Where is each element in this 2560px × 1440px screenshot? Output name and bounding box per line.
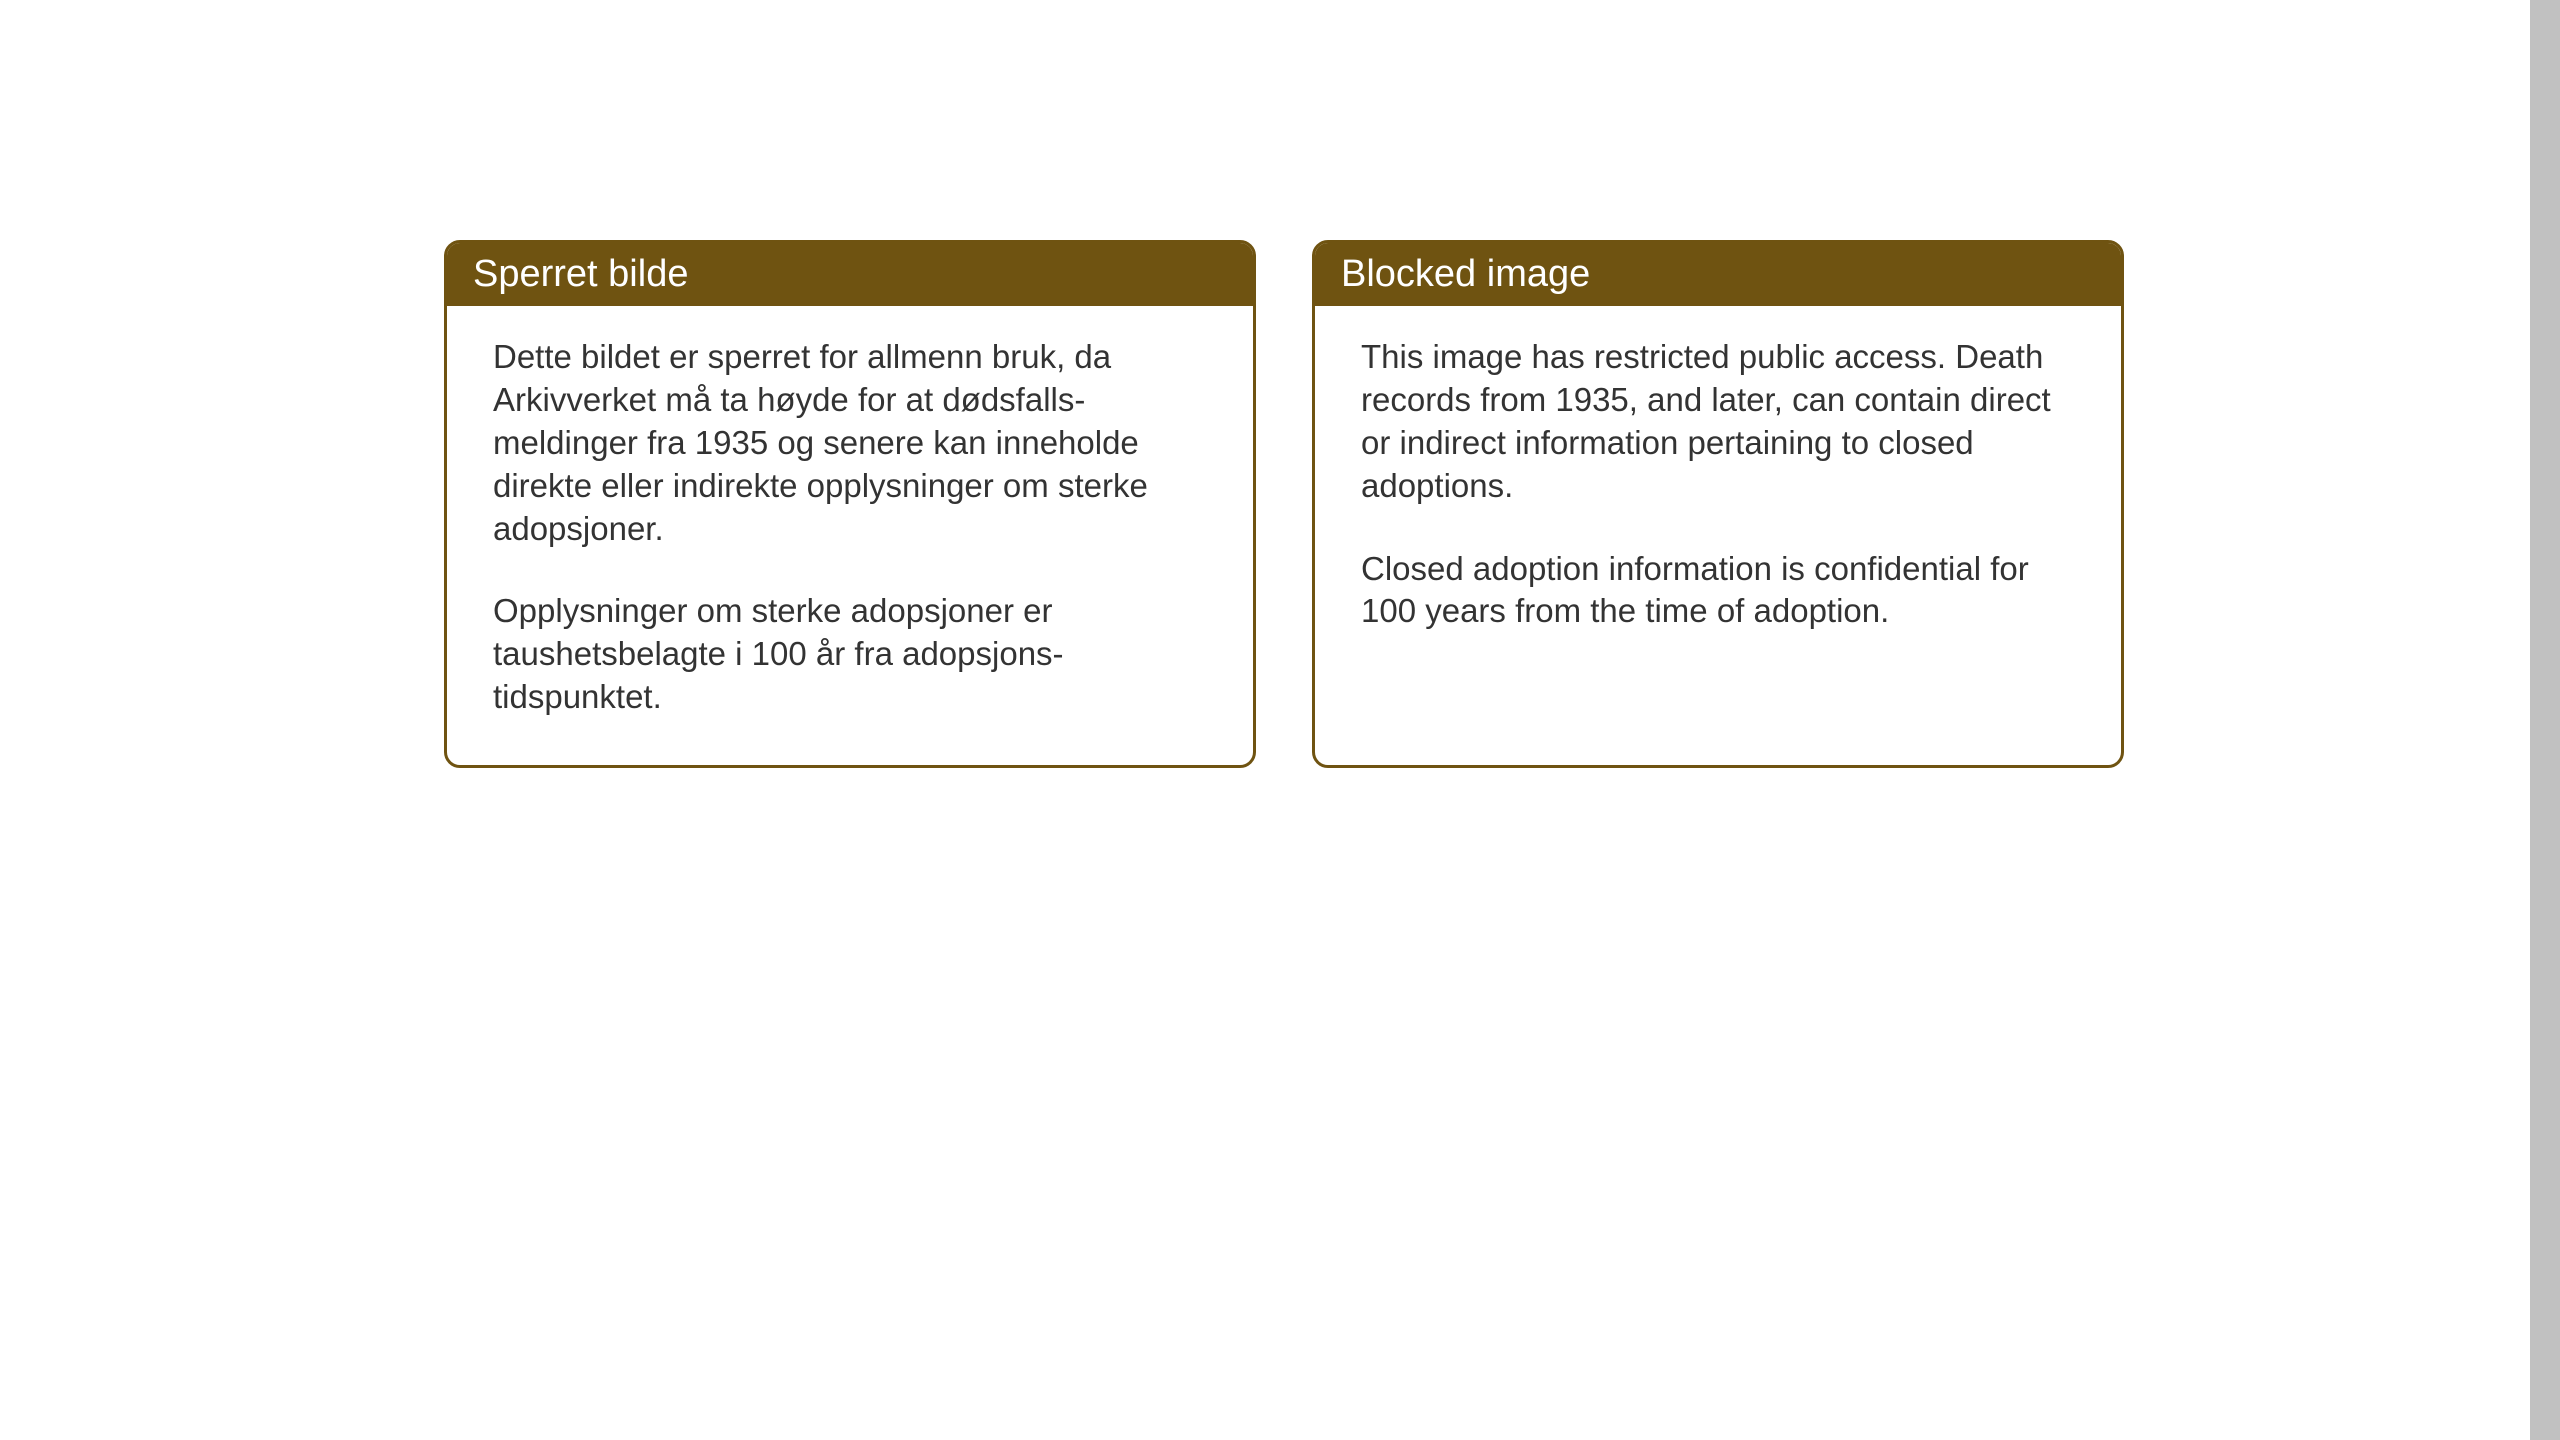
scrollbar-track[interactable] xyxy=(2530,0,2560,1440)
notice-body-norwegian: Dette bildet er sperret for allmenn bruk… xyxy=(447,306,1253,765)
notice-header-norwegian: Sperret bilde xyxy=(447,243,1253,306)
scrollbar-thumb[interactable] xyxy=(2530,0,2560,1440)
notice-paragraph-1-norwegian: Dette bildet er sperret for allmenn bruk… xyxy=(493,336,1207,550)
notice-paragraph-1-english: This image has restricted public access.… xyxy=(1361,336,2075,508)
notice-container: Sperret bilde Dette bildet er sperret fo… xyxy=(0,0,2560,768)
notice-paragraph-2-norwegian: Opplysninger om sterke adopsjoner er tau… xyxy=(493,590,1207,719)
notice-box-norwegian: Sperret bilde Dette bildet er sperret fo… xyxy=(444,240,1256,768)
notice-body-english: This image has restricted public access.… xyxy=(1315,306,2121,679)
notice-header-english: Blocked image xyxy=(1315,243,2121,306)
notice-box-english: Blocked image This image has restricted … xyxy=(1312,240,2124,768)
notice-paragraph-2-english: Closed adoption information is confident… xyxy=(1361,548,2075,634)
